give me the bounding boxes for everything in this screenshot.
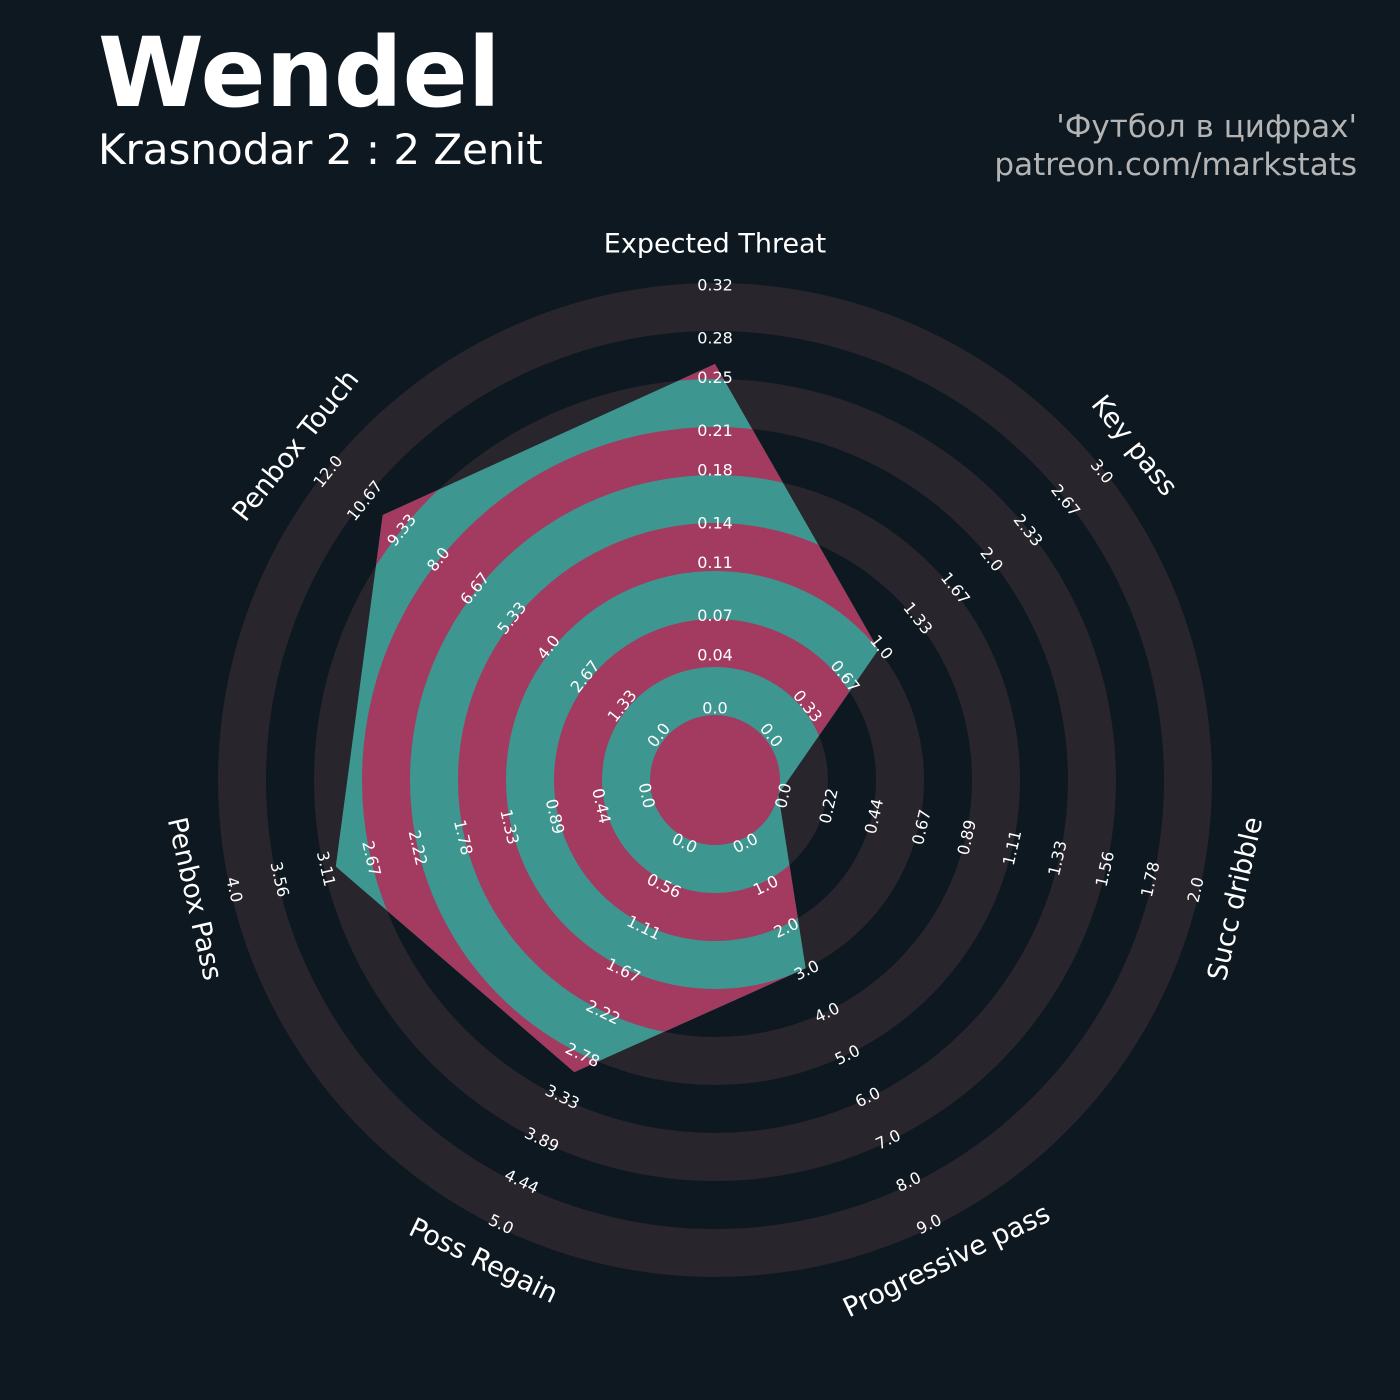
tick-label: 0.25 [697,368,733,387]
tick-label: 0.0 [702,699,727,718]
credit: 'Футбол в цифрах' [1056,109,1357,145]
tick-label: 0.07 [697,606,733,625]
tick-label: 0.32 [697,276,733,295]
tick-label: 0.14 [697,513,733,532]
tick-label: 0.11 [697,553,733,572]
tick-label: 0.04 [697,646,733,665]
tick-label: 0.21 [697,421,733,440]
chart-title: Wendel [98,17,501,129]
tick-label: 0.28 [697,328,733,347]
chart-subtitle: Krasnodar 2 : 2 Zenit [98,125,543,174]
tick-label: 0.18 [697,461,733,480]
credit: patreon.com/markstats [994,147,1357,183]
axis-label: Expected Threat [604,229,826,260]
